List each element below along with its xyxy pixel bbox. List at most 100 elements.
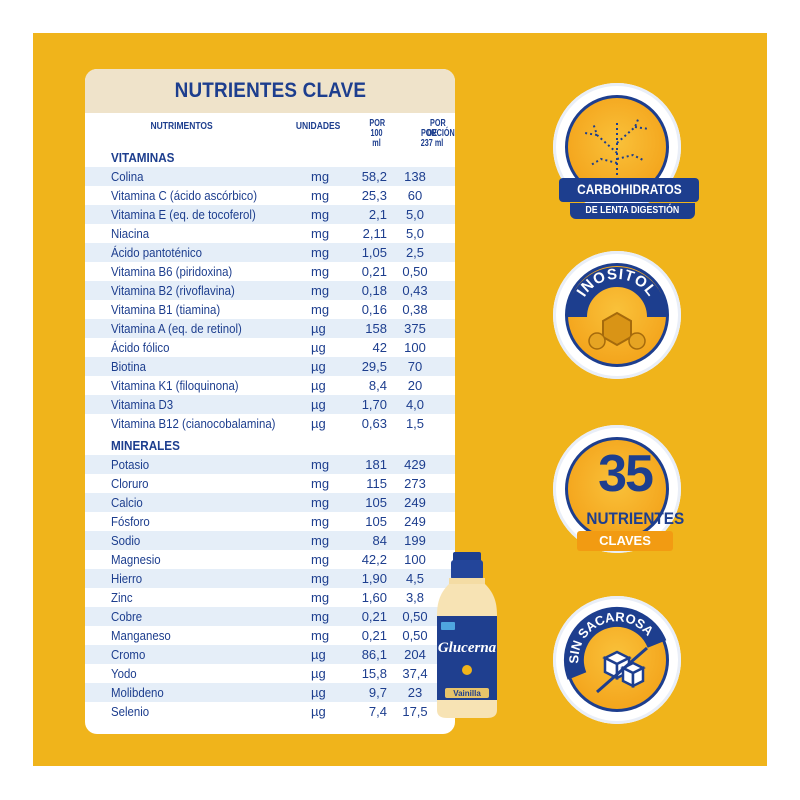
nutrient-name: Hierro [111, 571, 143, 586]
nutrient-unit: mg [311, 302, 330, 317]
nutrient-unit: mg [311, 226, 330, 241]
nutrient-name: Vitamina D3 [111, 397, 174, 412]
value-per-100ml: 58,2 [361, 169, 387, 184]
value-per-serving: 0,38 [402, 302, 428, 317]
value-per-serving: 100 [404, 340, 426, 355]
table-row: Vitamina C (ácido ascórbico) mg 25,3 60 [85, 186, 455, 205]
table-row: Molibdeno µg 9,7 23 [85, 683, 455, 702]
value-per-100ml: 2,1 [368, 207, 387, 222]
bottle-icon: Glucerna Vainilla [437, 552, 497, 718]
bottle-brand: Glucerna [438, 640, 497, 656]
nutrient-unit: mg [311, 609, 330, 624]
nutrient-name: Cobre [111, 609, 143, 624]
value-per-serving: 70 [407, 359, 423, 374]
nutrient-unit: µg [311, 340, 326, 355]
table-row: Cobre mg 0,21 0,50 [85, 607, 455, 626]
nutrient-unit: µg [311, 378, 326, 393]
nutrient-name: Calcio [111, 495, 143, 510]
nutrient-unit: mg [311, 571, 330, 586]
table-row: Vitamina B6 (piridoxina) mg 0,21 0,50 [85, 262, 455, 281]
value-per-100ml: 1,90 [361, 571, 387, 586]
value-per-100ml: 105 [365, 514, 387, 529]
table-row: Vitamina B12 (cianocobalamina) µg 0,63 1,5 [85, 414, 455, 433]
nutrient-name: Zinc [111, 590, 133, 605]
value-per-serving: 0,50 [402, 628, 428, 643]
nutrient-name: Vitamina B6 (piridoxina) [111, 264, 233, 279]
nutrient-name: Vitamina B2 (rivoflavina) [111, 283, 235, 298]
value-per-100ml: 25,3 [361, 188, 387, 203]
header-unidades: UNIDADES [295, 121, 341, 132]
nutrientes-label: NUTRIENTES [586, 509, 684, 528]
table-row: Vitamina A (eq. de retinol) µg 158 375 [85, 319, 455, 338]
value-per-serving: 20 [407, 378, 423, 393]
value-per-serving: 204 [404, 647, 426, 662]
value-per-serving: 429 [404, 457, 426, 472]
inositol-badge: INOSITOL [553, 251, 681, 379]
table-row: Biotina µg 29,5 70 [85, 357, 455, 376]
value-per-serving: 4,5 [405, 571, 425, 586]
value-per-100ml: 1,70 [361, 397, 387, 412]
nutrientes-number: 35 [598, 445, 654, 503]
value-per-serving: 1,5 [405, 416, 425, 431]
value-per-serving: 0,43 [402, 283, 428, 298]
section-minerales: MINERALES [111, 438, 180, 453]
value-per-100ml: 0,21 [361, 609, 387, 624]
nutrient-name: Fósforo [111, 514, 150, 529]
value-per-serving: 5,0 [405, 207, 425, 222]
nutrient-unit: µg [311, 416, 326, 431]
bottle-flavor: Vainilla [453, 689, 481, 698]
value-per-100ml: 15,8 [361, 666, 387, 681]
nutrient-unit: mg [311, 264, 330, 279]
table-row: Cromo µg 86,1 204 [85, 645, 455, 664]
card-title: NUTRIENTES CLAVE [174, 79, 366, 102]
value-per-serving: 199 [404, 533, 426, 548]
value-per-serving: 4,0 [405, 397, 425, 412]
nutrient-name: Ácido pantoténico [111, 245, 202, 260]
value-per-serving: 100 [404, 552, 426, 567]
nutrient-name: Magnesio [111, 552, 161, 567]
value-per-100ml: 84 [372, 533, 387, 548]
value-per-100ml: 115 [366, 476, 387, 491]
nutrient-unit: µg [311, 321, 326, 336]
value-per-serving: 273 [404, 476, 426, 491]
table-row: Yodo µg 15,8 37,4 [85, 664, 455, 683]
nutrition-card: NUTRIENTES CLAVE NUTRIMENTOS UNIDADES PO… [85, 69, 455, 734]
table-row: Vitamina B1 (tiamina) mg 0,16 0,38 [85, 300, 455, 319]
value-per-100ml: 7,4 [368, 704, 387, 719]
value-per-serving: 60 [407, 188, 423, 203]
nutrient-unit: µg [311, 397, 326, 412]
value-per-100ml: 8,4 [368, 378, 387, 393]
nutrient-unit: µg [311, 685, 326, 700]
value-per-100ml: 1,05 [361, 245, 387, 260]
nutrient-unit: mg [311, 188, 330, 203]
nutrient-name: Vitamina C (ácido ascórbico) [111, 188, 258, 203]
table-row: Sodio mg 84 199 [85, 531, 455, 550]
inositol-title: INOSITOL [574, 266, 660, 300]
nutrient-name: Niacina [111, 226, 150, 241]
value-per-100ml: 0,21 [361, 264, 387, 279]
table-row: Colina mg 58,2 138 [85, 167, 455, 186]
nutrient-name: Biotina [111, 359, 146, 374]
table-row: Vitamina K1 (filoquinona) µg 8,4 20 [85, 376, 455, 395]
header-por-porcion: POR PORCIÓN DE 237 ml [420, 118, 455, 149]
value-per-100ml: 42 [372, 340, 387, 355]
value-per-100ml: 158 [365, 321, 387, 336]
value-per-100ml: 0,63 [361, 416, 387, 431]
value-per-serving: 2,5 [405, 245, 425, 260]
nutrient-unit: mg [311, 533, 330, 548]
carbohidratos-title: CARBOHIDRATOS [559, 178, 699, 202]
table-row: Calcio mg 105 249 [85, 493, 455, 512]
nutrient-name: Vitamina B12 (cianocobalamina) [111, 416, 276, 431]
nutrient-name: Molibdeno [111, 685, 164, 700]
value-per-serving: 249 [404, 495, 426, 510]
value-per-serving: 0,50 [402, 609, 428, 624]
table-row: Hierro mg 1,90 4,5 [85, 569, 455, 588]
table-row: Potasio mg 181 429 [85, 455, 455, 474]
table-row: Vitamina B2 (rivoflavina) mg 0,18 0,43 [85, 281, 455, 300]
claves-label: CLAVES [577, 531, 673, 551]
value-per-100ml: 181 [365, 457, 387, 472]
nutrient-name: Selenio [111, 704, 150, 719]
value-per-serving: 375 [404, 321, 426, 336]
value-per-serving: 0,50 [402, 264, 428, 279]
vitaminas-table: Colina mg 58,2 138 Vitamina C (ácido ascórbi… [85, 167, 455, 433]
